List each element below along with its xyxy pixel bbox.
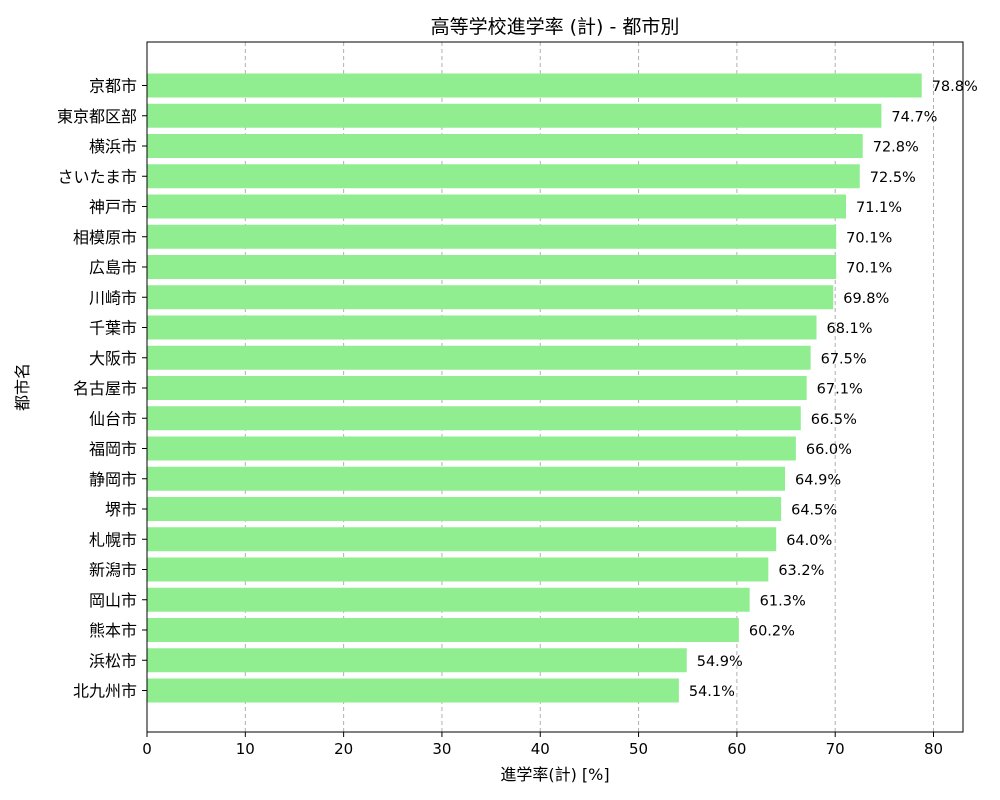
data-label: 60.2% — [749, 624, 795, 640]
bar — [147, 497, 782, 521]
category-label: 川崎市 — [89, 288, 137, 307]
bar — [147, 224, 837, 249]
data-label: 54.9% — [697, 654, 743, 670]
category-label: 新潟市 — [89, 561, 137, 580]
bar — [147, 436, 796, 461]
tick-layer — [142, 85, 935, 737]
bar — [147, 406, 801, 431]
x-tick-label: 0 — [142, 740, 152, 758]
data-label: 70.1% — [846, 230, 892, 246]
data-label: 67.1% — [817, 382, 863, 398]
x-tick-label: 40 — [531, 740, 550, 758]
chart-title: 高等学校進学率 (計) - 都市別 — [431, 16, 680, 38]
category-label: 静岡市 — [89, 470, 137, 489]
data-label: 66.5% — [811, 412, 857, 428]
bar — [147, 164, 860, 189]
bar — [147, 557, 769, 582]
data-label: 66.0% — [806, 442, 852, 458]
category-label: 福岡市 — [89, 440, 137, 459]
category-label: 名古屋市 — [73, 379, 137, 398]
x-tick-label: 60 — [727, 740, 746, 758]
data-label: 67.5% — [821, 351, 867, 367]
category-label: 広島市 — [89, 258, 137, 277]
plot-frame — [146, 41, 964, 733]
data-label: 70.1% — [846, 261, 892, 277]
category-label: 千葉市 — [89, 319, 137, 338]
x-axis-label: 進学率(計) [%] — [500, 765, 609, 784]
category-label: 東京都区部 — [57, 107, 137, 126]
bar — [147, 345, 811, 370]
bar — [147, 285, 834, 310]
data-label: 64.9% — [795, 472, 841, 488]
data-label: 72.8% — [873, 140, 919, 156]
bar — [147, 315, 817, 340]
x-tick-label: 80 — [924, 740, 943, 758]
category-label: 熊本市 — [89, 621, 137, 640]
bar — [147, 134, 863, 158]
category-label: 京都市 — [89, 77, 137, 96]
label-layer: 0 10 20 30 40 50 60 70 80 京都市 78.8% 東京都区部 74.7% 横浜市 72… — [57, 77, 978, 759]
x-tick-label: 30 — [432, 740, 451, 758]
category-label: 仙台市 — [89, 409, 137, 428]
data-label: 68.1% — [827, 321, 873, 337]
bar — [147, 618, 739, 642]
bar — [147, 103, 882, 128]
category-label: 北九州市 — [73, 682, 137, 701]
data-label: 54.1% — [689, 684, 735, 700]
x-tick-label: 50 — [629, 740, 648, 758]
bar — [147, 648, 687, 673]
x-tick-label: 10 — [236, 740, 255, 758]
bar — [147, 73, 922, 98]
bar-layer — [147, 73, 922, 703]
x-tick-label: 20 — [334, 740, 353, 758]
data-label: 74.7% — [891, 109, 937, 125]
y-axis-label: 都市名 — [13, 363, 32, 411]
category-label: 岡山市 — [89, 591, 137, 610]
bar — [147, 587, 750, 612]
bar — [147, 194, 847, 219]
data-label: 63.2% — [778, 563, 824, 579]
data-label: 69.8% — [843, 291, 889, 307]
data-label: 64.5% — [791, 503, 837, 519]
category-label: 相模原市 — [73, 228, 137, 247]
bar — [147, 376, 807, 400]
category-label: 大阪市 — [89, 349, 137, 368]
bar — [147, 678, 679, 703]
category-label: 横浜市 — [89, 137, 137, 156]
bar — [147, 466, 786, 491]
data-label: 64.0% — [786, 533, 832, 549]
category-label: 浜松市 — [89, 651, 137, 670]
category-label: さいたま市 — [57, 167, 137, 186]
data-label: 78.8% — [932, 79, 978, 95]
category-label: 堺市 — [105, 500, 137, 519]
data-label: 61.3% — [760, 593, 806, 609]
x-tick-label: 70 — [826, 740, 845, 758]
data-label: 72.5% — [870, 170, 916, 186]
data-label: 71.1% — [856, 200, 902, 216]
category-label: 札幌市 — [89, 530, 137, 549]
bar — [147, 527, 777, 552]
category-label: 神戸市 — [89, 198, 137, 217]
bar — [147, 255, 837, 279]
